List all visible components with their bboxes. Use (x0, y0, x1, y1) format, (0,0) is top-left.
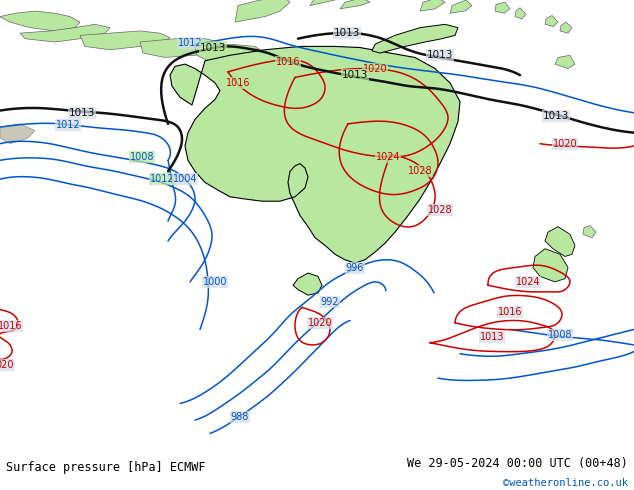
Polygon shape (20, 24, 110, 42)
Polygon shape (80, 31, 170, 50)
Polygon shape (560, 22, 572, 33)
Polygon shape (450, 0, 472, 13)
Text: 1028: 1028 (408, 166, 432, 176)
Text: 1013: 1013 (69, 108, 95, 118)
Text: 1016: 1016 (226, 78, 250, 88)
Text: Surface pressure [hPa] ECMWF: Surface pressure [hPa] ECMWF (6, 461, 206, 474)
Text: 1013: 1013 (334, 28, 360, 38)
Polygon shape (555, 55, 575, 69)
Polygon shape (420, 0, 445, 11)
Text: 1004: 1004 (172, 174, 197, 184)
Text: 1016: 1016 (276, 57, 301, 67)
Text: 1008: 1008 (548, 330, 573, 340)
Text: 1020: 1020 (363, 64, 387, 74)
Text: 1012: 1012 (178, 38, 202, 48)
Text: 020: 020 (0, 360, 14, 370)
Polygon shape (310, 0, 335, 5)
Text: 1024: 1024 (376, 152, 400, 162)
Text: 1016: 1016 (498, 307, 522, 317)
Text: 1013: 1013 (200, 43, 226, 52)
Polygon shape (372, 24, 458, 53)
Text: We 29-05-2024 00:00 UTC (00+48): We 29-05-2024 00:00 UTC (00+48) (407, 457, 628, 470)
Text: 1013: 1013 (342, 70, 368, 80)
Polygon shape (293, 273, 322, 295)
Text: 1012: 1012 (56, 120, 81, 130)
Polygon shape (170, 47, 460, 263)
Polygon shape (140, 39, 225, 57)
Polygon shape (583, 225, 596, 238)
Text: 1000: 1000 (203, 277, 227, 287)
Text: 1016: 1016 (0, 321, 22, 331)
Text: 1020: 1020 (553, 139, 578, 148)
Polygon shape (340, 0, 370, 9)
Polygon shape (533, 249, 568, 282)
Text: 1008: 1008 (130, 152, 154, 162)
Text: 1028: 1028 (428, 205, 452, 215)
Text: 988: 988 (231, 412, 249, 422)
Text: 1013: 1013 (480, 332, 504, 342)
Polygon shape (195, 44, 265, 63)
Text: ©weatheronline.co.uk: ©weatheronline.co.uk (503, 478, 628, 489)
Text: 1013: 1013 (543, 111, 569, 121)
Polygon shape (515, 8, 526, 19)
Polygon shape (0, 11, 80, 31)
Text: 996: 996 (346, 263, 364, 272)
Polygon shape (495, 2, 510, 13)
Text: 1013: 1013 (427, 50, 453, 60)
Polygon shape (0, 124, 35, 144)
Text: 1012: 1012 (150, 174, 174, 184)
Text: 1024: 1024 (515, 277, 540, 287)
Polygon shape (545, 16, 558, 26)
Text: 992: 992 (321, 297, 339, 307)
Polygon shape (545, 226, 575, 256)
Polygon shape (235, 0, 290, 22)
Text: 1020: 1020 (307, 318, 332, 328)
